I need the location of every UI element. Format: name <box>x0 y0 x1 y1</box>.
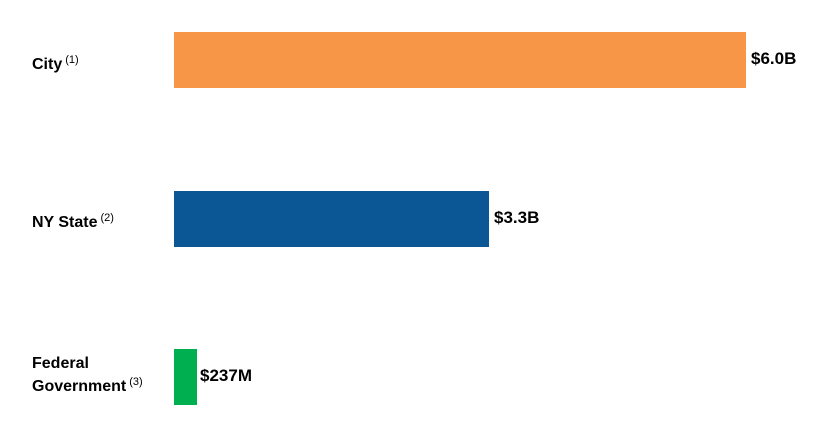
category-name-line2: Government <box>32 378 127 395</box>
value-label-ny-state: $3.3B <box>494 208 540 227</box>
category-label-city: City (1) <box>32 51 79 74</box>
category-name: NY State <box>32 214 98 231</box>
bar-federal-government <box>174 349 197 405</box>
category-label-ny-state: NY State (2) <box>32 209 114 232</box>
value-label-federal-government: $237M <box>200 366 252 385</box>
footnote-marker: (1) <box>65 54 79 66</box>
category-label-federal-government: Federal Government (3) <box>32 354 143 396</box>
footnote-marker: (3) <box>129 376 143 388</box>
category-name-line1: Federal <box>32 355 89 372</box>
bar-ny-state <box>174 191 489 247</box>
footnote-marker: (2) <box>100 212 114 224</box>
bar-city <box>174 32 746 88</box>
category-name: City <box>32 56 63 73</box>
value-label-city: $6.0B <box>751 49 797 68</box>
